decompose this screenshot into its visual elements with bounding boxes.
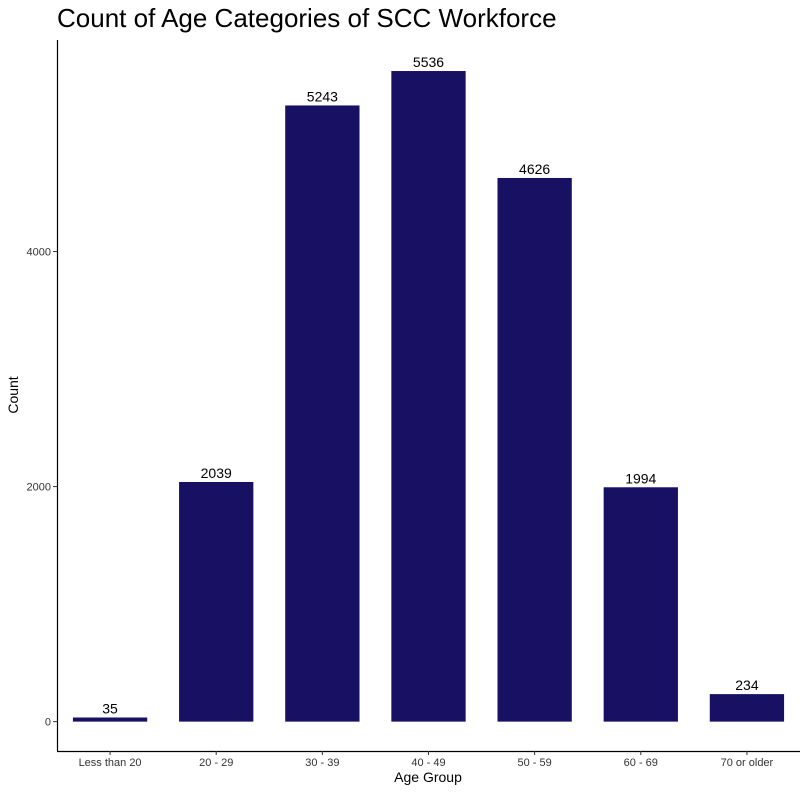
- data-label: 35: [102, 701, 118, 717]
- x-tick-label: 20 - 29: [199, 757, 233, 769]
- bar: [72, 717, 148, 722]
- data-label: 5243: [307, 88, 338, 104]
- x-axis-ticks: Less than 20 20 - 29 30 - 39 40 - 49 50 - 59…: [79, 751, 774, 769]
- x-tick-label: 40 - 49: [411, 757, 445, 769]
- y-axis-title: Count: [5, 376, 21, 413]
- x-tick-label: 50 - 59: [518, 757, 552, 769]
- x-axis-title: Age Group: [394, 769, 462, 785]
- y-tick-label: 2000: [27, 482, 51, 494]
- y-tick-label: 4000: [27, 247, 51, 259]
- bar: [497, 177, 572, 722]
- x-tick-label: 70 or older: [721, 757, 774, 769]
- plot-area: 35 2039 5243 5536 4626 1994 234: [72, 54, 785, 722]
- x-tick-label: Less than 20: [79, 757, 142, 769]
- data-label: 234: [735, 677, 759, 693]
- chart-title: Count of Age Categories of SCC Workforce: [57, 3, 557, 33]
- x-tick-label: 60 - 69: [624, 757, 658, 769]
- y-tick-label: 0: [45, 717, 51, 729]
- x-tick-label: 30 - 39: [305, 757, 339, 769]
- bar: [603, 487, 678, 722]
- y-axis-ticks: 0 2000 4000: [27, 247, 57, 729]
- data-label: 4626: [519, 161, 550, 177]
- bar: [285, 105, 360, 722]
- data-label: 1994: [625, 470, 656, 486]
- data-label: 5536: [413, 54, 444, 70]
- bar: [709, 694, 785, 722]
- data-label: 2039: [201, 465, 232, 481]
- bar: [391, 71, 466, 722]
- bar: [179, 482, 254, 722]
